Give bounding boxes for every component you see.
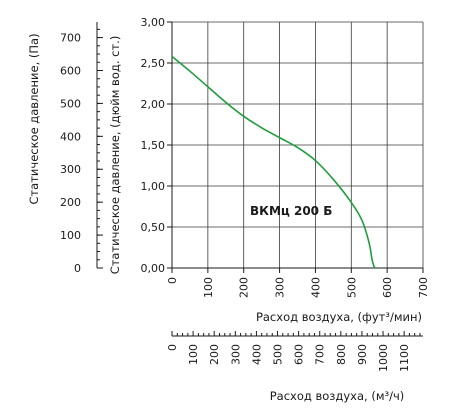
x-tick-label-m3h: 300 bbox=[229, 344, 242, 365]
grid bbox=[171, 21, 424, 269]
y-axis-title-pa: Статическое давление, (Па) bbox=[27, 33, 41, 204]
y-tick-label-pa: 300 bbox=[60, 163, 81, 176]
x-tick-label-m3h: 700 bbox=[314, 344, 327, 365]
y-tick-label-pa: 600 bbox=[60, 64, 81, 77]
x-axis-title-m3h: Расход воздуха, (м³/ч) bbox=[270, 389, 405, 403]
x-tick-label-m3h: 600 bbox=[293, 344, 306, 365]
y-tick-label-inwg: 2,00 bbox=[141, 98, 166, 111]
y-tick-label-inwg: 1,50 bbox=[141, 139, 166, 152]
y-axis-title-inwg: Статическое давление, (дюйм вод. ст.) bbox=[108, 36, 122, 275]
x-tick-label-cfm: 300 bbox=[274, 277, 287, 298]
x-tick-label-cfm: 700 bbox=[417, 277, 430, 298]
tick-labels: 0 100 200 300 400 500 600 700 0,00 0,50 1,00 1,50 2,… bbox=[60, 16, 430, 372]
x-tick-label-m3h: 500 bbox=[272, 344, 285, 365]
x-tick-label-m3h: 400 bbox=[250, 344, 263, 365]
y-tick-label-pa: 0 bbox=[74, 262, 81, 275]
x-tick-label-cfm: 0 bbox=[166, 277, 179, 284]
x-tick-label-cfm: 400 bbox=[309, 277, 322, 298]
series-layer bbox=[171, 55, 376, 269]
x-tick-label-cfm: 500 bbox=[345, 277, 358, 298]
x-tick-label-cfm: 600 bbox=[381, 277, 394, 298]
x-axis-title-cfm: Расход воздуха, (фут³/мин) bbox=[256, 310, 422, 324]
y-tick-label-pa: 400 bbox=[60, 130, 81, 143]
x-tick-label-m3h: 1100 bbox=[398, 344, 411, 372]
x-tick-label-m3h: 0 bbox=[166, 344, 179, 351]
x-tick-label-cfm: 100 bbox=[202, 277, 215, 298]
y-tick-label-inwg: 3,00 bbox=[141, 16, 166, 29]
x-tick-label-m3h: 200 bbox=[208, 344, 221, 365]
x-tick-label-m3h: 1000 bbox=[377, 344, 390, 372]
y-tick-label-pa: 200 bbox=[60, 196, 81, 209]
y-tick-label-inwg: 0,00 bbox=[141, 262, 166, 275]
series-label: ВКМц 200 Б bbox=[250, 204, 332, 218]
series-line bbox=[171, 55, 376, 269]
x-tick-label-m3h: 900 bbox=[356, 344, 369, 365]
y-tick-label-inwg: 0,50 bbox=[141, 221, 166, 234]
x-tick-label-cfm: 200 bbox=[238, 277, 251, 298]
y-tick-label-pa: 100 bbox=[60, 229, 81, 242]
axes bbox=[96, 21, 424, 337]
x-tick-label-m3h: 800 bbox=[335, 344, 348, 365]
x-tick-label-m3h: 100 bbox=[187, 344, 200, 365]
y-tick-label-pa: 700 bbox=[60, 32, 81, 45]
y-tick-label-inwg: 1,00 bbox=[141, 180, 166, 193]
y-tick-label-pa: 500 bbox=[60, 97, 81, 110]
y-tick-label-inwg: 2,50 bbox=[141, 57, 166, 70]
